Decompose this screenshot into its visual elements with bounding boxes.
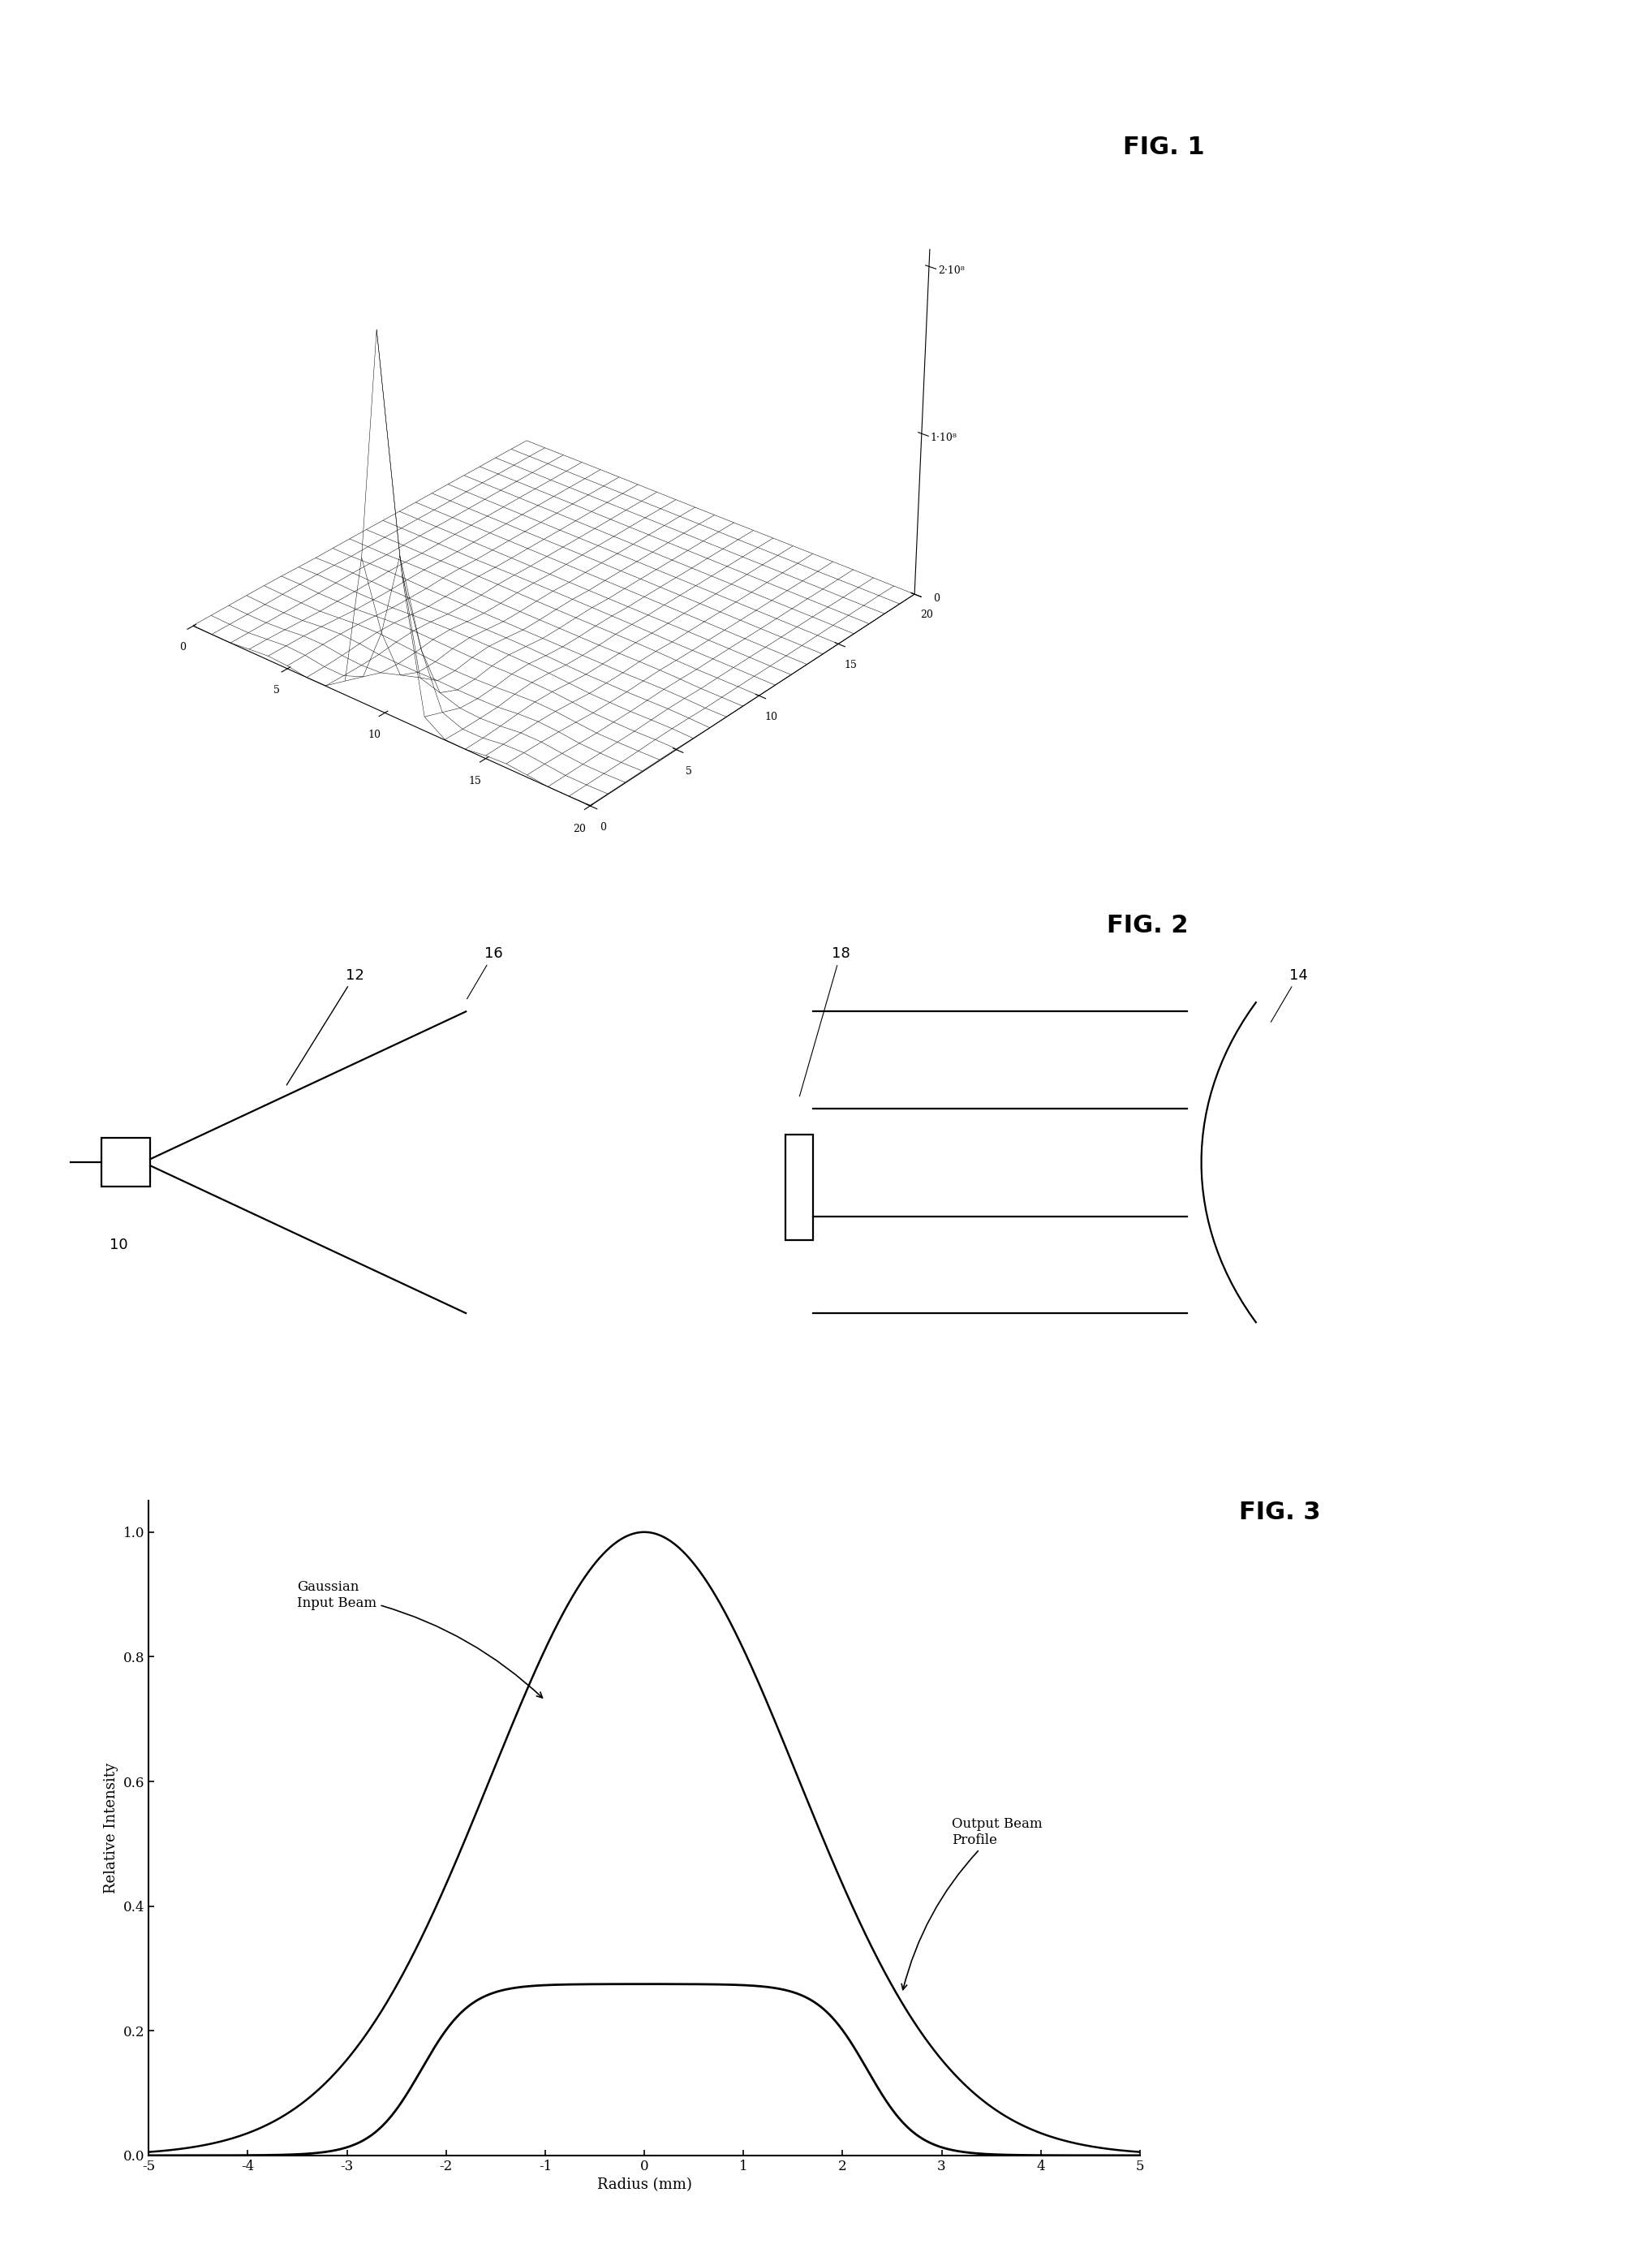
Text: FIG. 2: FIG. 2 xyxy=(1107,914,1188,937)
Text: 18: 18 xyxy=(800,946,849,1097)
Y-axis label: Relative Intensity: Relative Intensity xyxy=(104,1763,119,1894)
Text: FIG. 1: FIG. 1 xyxy=(1123,135,1204,158)
Text: Gaussian
Input Beam: Gaussian Input Beam xyxy=(297,1580,542,1697)
Text: 12: 12 xyxy=(287,968,363,1086)
Bar xyxy=(785,1135,813,1241)
Text: FIG. 3: FIG. 3 xyxy=(1239,1501,1320,1523)
Text: Output Beam
Profile: Output Beam Profile xyxy=(902,1817,1042,1991)
Text: 10: 10 xyxy=(109,1237,129,1253)
Text: 16: 16 xyxy=(468,946,502,1000)
Text: 14: 14 xyxy=(1270,968,1308,1022)
Bar xyxy=(101,1138,150,1187)
X-axis label: Radius (mm): Radius (mm) xyxy=(596,2178,692,2192)
